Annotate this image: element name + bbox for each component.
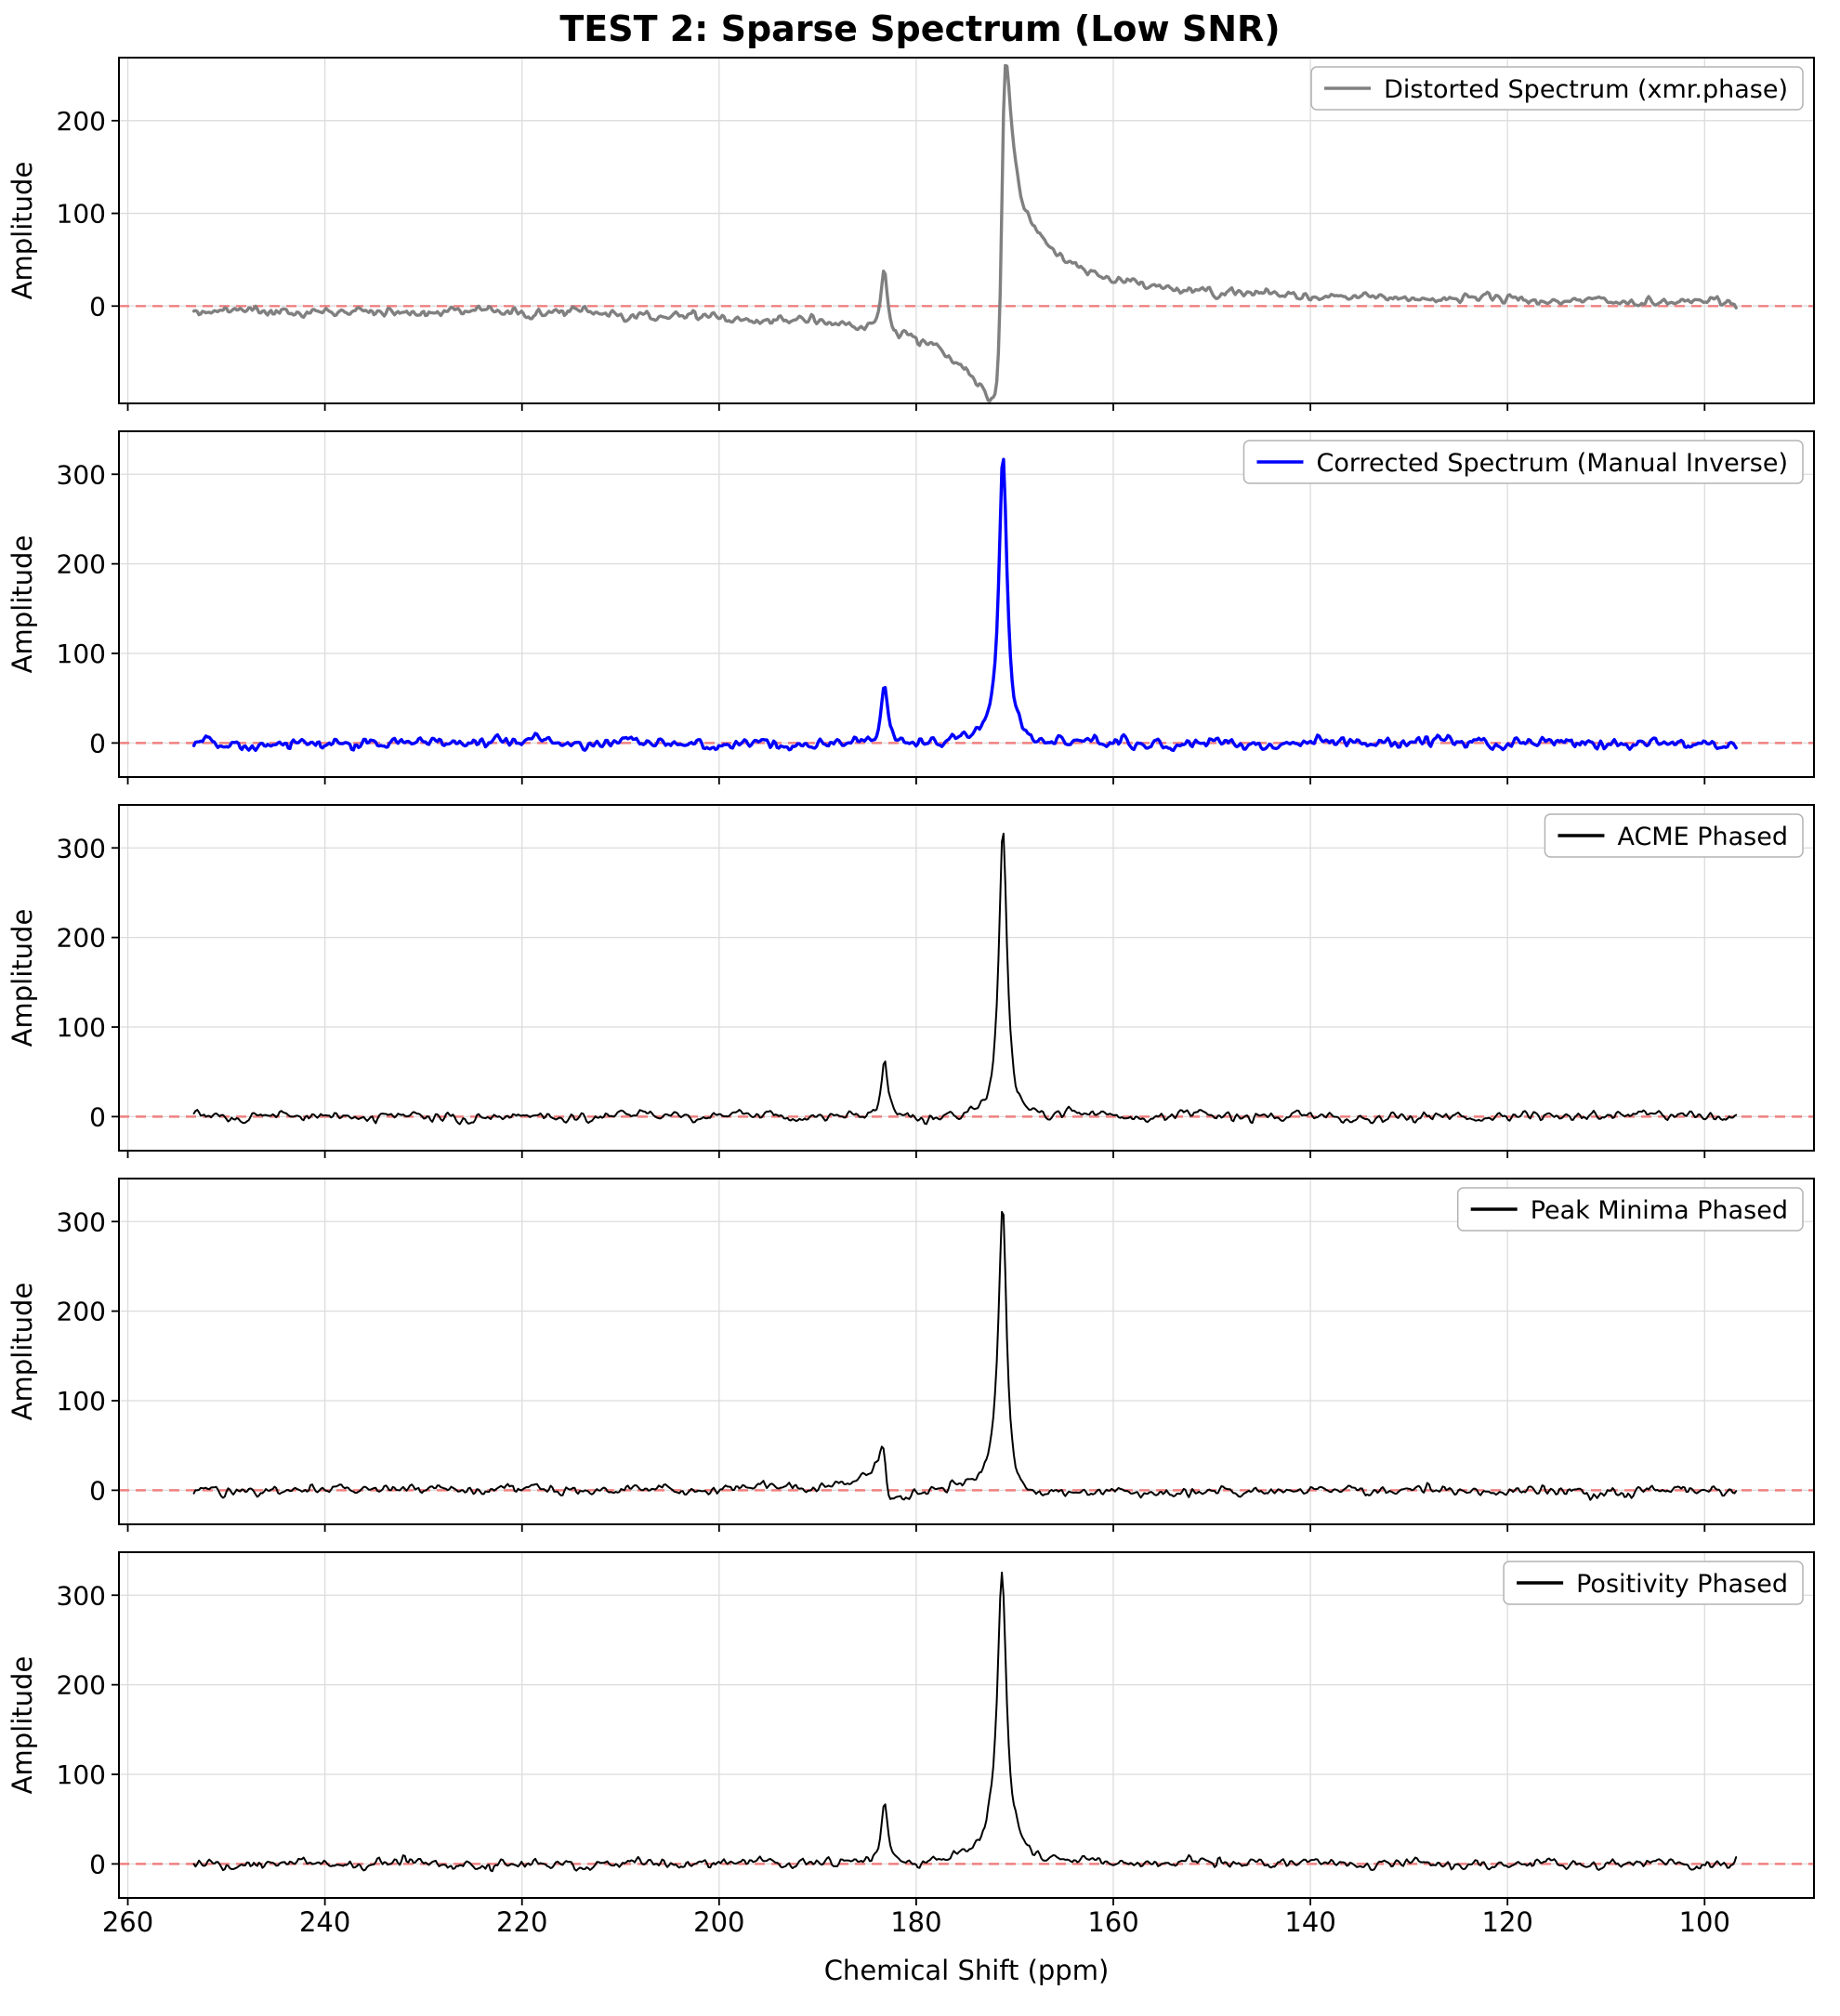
plot-background bbox=[119, 58, 1814, 403]
y-tick-label: 100 bbox=[57, 1759, 106, 1790]
subplot-4: 0 100 200 300 Amplitude Peak Minima Phased bbox=[7, 1178, 1815, 1532]
y-tick-label: 100 bbox=[57, 1012, 106, 1043]
y-axis-label: Amplitude bbox=[7, 1283, 38, 1421]
subplot-5: 0 100 200 300 Amplitude Positivity Phased bbox=[7, 1551, 1815, 1905]
plot-background bbox=[119, 805, 1814, 1151]
y-axis-label: Amplitude bbox=[7, 1656, 38, 1795]
y-tick-label: 200 bbox=[57, 923, 106, 954]
plot-background bbox=[119, 431, 1814, 777]
y-axis-label: Amplitude bbox=[7, 535, 38, 674]
axes-frame bbox=[118, 804, 1815, 1152]
axes-frame bbox=[118, 1551, 1815, 1899]
legend-label: Peak Minima Phased bbox=[1531, 1196, 1788, 1225]
x-tick-label: 160 bbox=[1087, 1906, 1138, 1938]
y-tick-label: 200 bbox=[57, 1297, 106, 1327]
y-tick-label: 300 bbox=[57, 1580, 106, 1611]
axes-frame bbox=[118, 1178, 1815, 1525]
spectrum-line bbox=[191, 457, 1738, 753]
axes-frame bbox=[118, 57, 1815, 404]
y-tick-label: 0 bbox=[89, 1475, 106, 1506]
legend-box bbox=[1544, 813, 1804, 858]
x-axis-title: Chemical Shift (ppm) bbox=[824, 1955, 1110, 1986]
y-tick-label: 0 bbox=[89, 1849, 106, 1879]
subplot-2: 0 100 200 300 Amplitude Corrected Spectrum (M… bbox=[7, 430, 1815, 784]
legend-box bbox=[1242, 440, 1804, 484]
legend-label: Distorted Spectrum (xmr.phase) bbox=[1384, 75, 1788, 104]
y-axis-label: Amplitude bbox=[7, 162, 38, 300]
spectrum-line bbox=[191, 63, 1738, 402]
legend-box bbox=[1503, 1561, 1804, 1605]
y-tick-label: 0 bbox=[89, 291, 106, 322]
y-tick-label: 300 bbox=[57, 833, 106, 863]
y-axis-label: Amplitude bbox=[7, 909, 38, 1048]
axes-frame bbox=[118, 430, 1815, 778]
plot-background bbox=[119, 1552, 1814, 1898]
spectrum-line bbox=[192, 1210, 1738, 1501]
x-tick-label: 200 bbox=[693, 1906, 744, 1938]
y-tick-label: 300 bbox=[57, 459, 106, 490]
x-tick-label: 140 bbox=[1284, 1906, 1335, 1938]
x-tick-label: 240 bbox=[299, 1906, 350, 1938]
y-tick-label: 200 bbox=[57, 106, 106, 137]
x-tick-label: 220 bbox=[496, 1906, 547, 1938]
y-tick-label: 200 bbox=[57, 1670, 106, 1701]
legend-box bbox=[1310, 66, 1804, 111]
y-tick-label: 200 bbox=[57, 549, 106, 580]
chart-title: TEST 2: Sparse Spectrum (Low SNR) bbox=[559, 8, 1280, 49]
x-tick-label: 180 bbox=[890, 1906, 941, 1938]
subplot-3: 0 100 200 300 Amplitude ACME Phased bbox=[7, 804, 1815, 1158]
legend-label: ACME Phased bbox=[1617, 823, 1788, 851]
x-tick-label: 120 bbox=[1482, 1906, 1533, 1938]
y-tick-label: 0 bbox=[89, 728, 106, 758]
subplot-1: 0 100 200 Amplitude Distorted Spectrum (xmr.… bbox=[7, 57, 1815, 411]
plot-background bbox=[119, 1179, 1814, 1524]
x-tick-label: 260 bbox=[102, 1906, 153, 1938]
y-tick-label: 300 bbox=[57, 1206, 106, 1237]
x-tick-label: 100 bbox=[1679, 1906, 1730, 1938]
y-tick-label: 100 bbox=[57, 1386, 106, 1416]
spectrum-line bbox=[192, 832, 1738, 1126]
y-tick-label: 0 bbox=[89, 1101, 106, 1132]
spectrum-line bbox=[192, 1571, 1738, 1873]
legend-label: Corrected Spectrum (Manual Inverse) bbox=[1316, 449, 1788, 478]
legend-box bbox=[1456, 1187, 1804, 1232]
y-tick-label: 100 bbox=[57, 199, 106, 230]
legend-label: Positivity Phased bbox=[1576, 1570, 1788, 1599]
y-tick-label: 100 bbox=[57, 639, 106, 669]
